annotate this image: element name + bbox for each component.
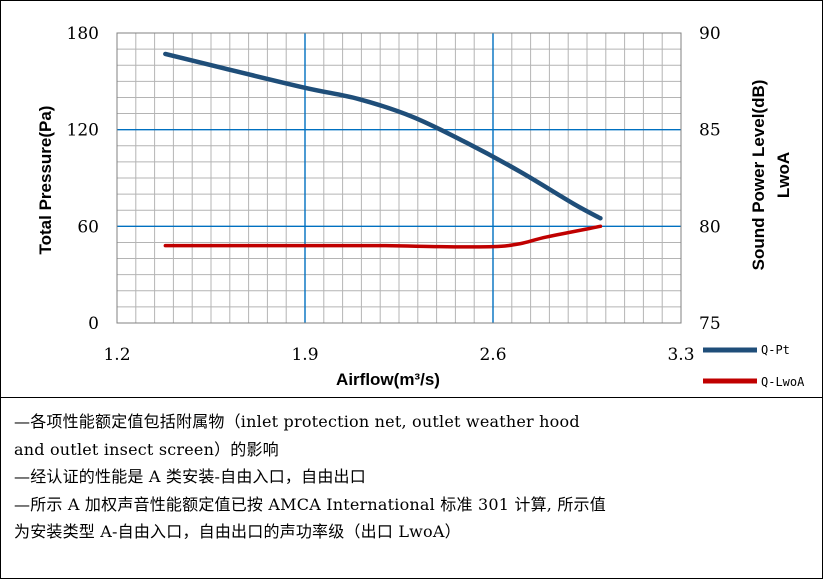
x-tick-label: 1.9 — [291, 345, 318, 365]
note-line-5: 为安装类型 A-自由入口，自由出口的声功率级（出口 LwoA） — [14, 522, 461, 541]
note-line-4: —所示 A 加权声音性能额定值已按 AMCA International 标准 … — [14, 494, 606, 514]
right-axis-title-line2: LwoA — [774, 152, 793, 198]
left-y-tick-label: 60 — [77, 217, 99, 237]
series-layer — [163, 51, 603, 249]
right-y-tick-label: 90 — [699, 24, 721, 44]
section-divider — [0, 397, 823, 398]
left-y-tick-label: 0 — [88, 314, 99, 334]
right-axis-title-line1: Sound Power Level(dB) — [749, 80, 768, 271]
legend: Q-Pt Q-LwoA — [703, 343, 805, 389]
x-tick-label: 1.2 — [103, 345, 130, 365]
x-tick-label: 2.6 — [479, 345, 506, 365]
note-line-2: and outlet insect screen）的影响 — [14, 439, 279, 459]
left-axis-title: Total Pressure(Pa) — [36, 106, 55, 255]
performance-chart: 1.2 1.9 2.6 3.3 0 60 120 180 75 80 85 90 Airflow(m³… — [36, 24, 805, 389]
left-y-tick-label: 180 — [67, 24, 99, 44]
x-axis-title: Airflow(m³/s) — [336, 370, 440, 389]
minor-grid — [117, 33, 681, 323]
major-grid — [117, 33, 681, 323]
right-y-tick-label: 80 — [699, 217, 721, 237]
x-tick-label: 3.3 — [667, 345, 694, 365]
left-y-tick-label: 120 — [67, 121, 99, 141]
plot-area-border — [116, 32, 682, 324]
legend-label-q-lwoa: Q-LwoA — [761, 375, 805, 389]
legend-label-q-pt: Q-Pt — [761, 343, 790, 357]
series-line-q-lwoa — [163, 224, 603, 249]
note-line-1: —各项性能额定值包括附属物（inlet protection net, outl… — [14, 412, 580, 431]
note-line-3: —经认证的性能是 A 类安装-自由入口，自由出口 — [14, 467, 366, 486]
right-y-tick-label: 75 — [699, 314, 721, 334]
right-y-tick-label: 85 — [699, 121, 721, 141]
notes-section: —各项性能额定值包括附属物（inlet protection net, outl… — [14, 408, 814, 546]
tick-labels: 1.2 1.9 2.6 3.3 0 60 120 180 75 80 85 90 — [67, 24, 721, 365]
